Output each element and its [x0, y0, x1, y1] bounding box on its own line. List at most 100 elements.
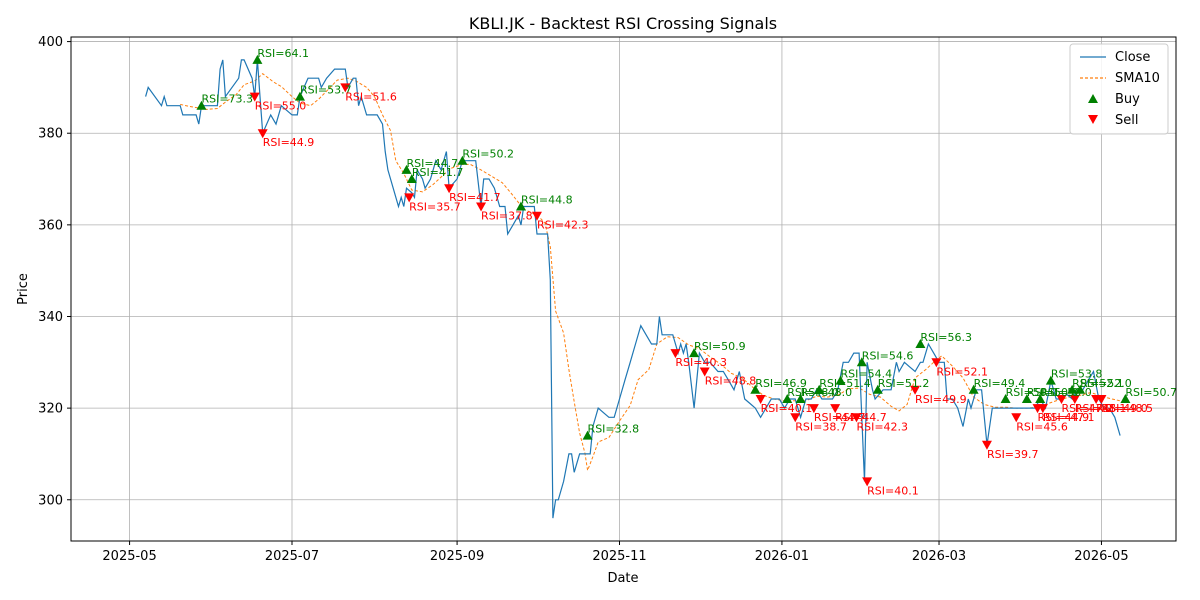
x-tick-label: 2026-03	[912, 549, 966, 564]
buy-marker	[294, 91, 305, 101]
x-tick-label: 2026-05	[1074, 549, 1128, 564]
sell-signal-label: RSI=44.7	[835, 411, 887, 424]
sell-marker	[476, 202, 487, 212]
buy-signal-label: RSI=53.8	[1051, 368, 1103, 381]
sell-marker	[862, 477, 873, 487]
buy-marker	[915, 338, 926, 348]
sell-marker	[790, 413, 801, 423]
sell-signal-label: RSI=40.1	[761, 402, 813, 415]
buy-signal-label: RSI=73.3	[201, 93, 253, 106]
sell-signal-label: RSI=55.0	[255, 100, 307, 113]
buy-signal-label: RSI=50.2	[462, 148, 514, 161]
y-tick-label: 360	[38, 218, 63, 233]
legend-close-label: Close	[1115, 50, 1150, 65]
sell-signal-label: RSI=44.9	[1038, 411, 1090, 424]
axes-frame	[70, 36, 1177, 542]
buy-signal-label: RSI=51.2	[878, 377, 930, 390]
x-tick-label: 2025-05	[102, 549, 156, 564]
buy-marker	[872, 384, 883, 394]
series-line-sma	[180, 73, 1121, 473]
buy-signal-label: RSI=50.7	[1125, 386, 1177, 399]
sell-signal-label: RSI=39.7	[987, 448, 1039, 461]
buy-signal-label: RSI=50.9	[694, 340, 746, 353]
sell-marker	[830, 404, 841, 414]
x-tick-label: 2025-11	[592, 549, 646, 564]
sell-signal-label: RSI=37.8	[481, 210, 533, 223]
buy-signal-label: RSI=50.0	[1040, 386, 1092, 399]
buy-marker	[689, 348, 700, 358]
legend-sell-label: Sell	[1115, 113, 1138, 128]
y-tick-label: 400	[38, 35, 63, 50]
x-tick-label: 2025-09	[430, 549, 484, 564]
legend-sell-marker	[1088, 115, 1098, 124]
buy-signal-label: RSI=50.0	[1027, 386, 1079, 399]
sell-marker	[910, 385, 921, 395]
buy-marker	[1035, 393, 1046, 403]
buy-signal-label: RSI=44.8	[521, 194, 573, 207]
sell-signal-label: RSI=49.9	[915, 393, 967, 406]
buy-marker	[750, 384, 761, 394]
sell-marker	[981, 440, 992, 450]
sell-marker	[755, 394, 766, 404]
buy-signal-label: RSI=51.4	[819, 377, 871, 390]
x-tick-label: 2026-01	[755, 549, 809, 564]
buy-signal-label: RSI=52.1	[1072, 377, 1124, 390]
buy-signal-label: RSI=64.1	[257, 47, 309, 60]
sell-marker	[808, 404, 819, 414]
buy-marker	[782, 393, 793, 403]
x-tick-label: 2025-07	[265, 549, 319, 564]
buy-marker	[1075, 384, 1086, 394]
sell-signal-label: RSI=42.3	[856, 420, 908, 433]
sell-signal-label: RSI=40.1	[867, 484, 919, 497]
legend-buy-label: Buy	[1115, 92, 1140, 107]
sell-signal-label: RSI=51.6	[345, 90, 397, 103]
sell-marker	[699, 367, 710, 377]
buy-signal-label: RSI=53.7	[300, 84, 352, 97]
buy-signal-label: RSI=54.6	[862, 349, 914, 362]
legend: Close SMA10 Buy Sell	[1069, 43, 1169, 135]
buy-marker	[252, 54, 263, 64]
grid-lines	[71, 37, 1176, 541]
sell-signal-label: RSI=44.7	[814, 411, 866, 424]
buy-marker	[1045, 375, 1056, 385]
sell-marker	[340, 83, 351, 93]
sell-signal-label: RSI=38.7	[795, 420, 847, 433]
sell-marker	[531, 211, 542, 221]
sell-marker	[1037, 404, 1048, 414]
x-axis-ticks: 2025-05 2025-07 2025-09 2025-11 2026-01 2026-…	[102, 541, 1129, 564]
buy-marker	[795, 393, 806, 403]
buy-marker	[968, 384, 979, 394]
sell-marker	[1056, 394, 1067, 404]
y-tick-label: 380	[38, 127, 63, 142]
sell-signal-label: RSI=49.0	[1096, 402, 1148, 415]
buy-marker	[196, 100, 207, 110]
buy-signal-label: RSI=48.0	[787, 386, 839, 399]
sell-marker	[670, 349, 681, 359]
buy-signal-label: RSI=54.4	[841, 368, 893, 381]
buy-signal-label: RSI=56.3	[920, 331, 972, 344]
buy-marker	[856, 357, 867, 367]
buy-signal-label: RSI=52.0	[1080, 377, 1132, 390]
buy-marker	[814, 384, 825, 394]
y-tick-label: 300	[38, 493, 63, 508]
y-tick-label: 340	[38, 310, 63, 325]
buy-marker	[401, 164, 412, 174]
sell-signal-label: RSI=48.8	[705, 374, 757, 387]
chart-title: KBLI.JK - Backtest RSI Crossing Signals	[469, 14, 777, 33]
sell-marker	[1096, 394, 1107, 404]
sell-signal-label: RSI=45.6	[1016, 420, 1068, 433]
legend-buy-marker	[1088, 94, 1098, 103]
buy-signal-label: RSI=48.0	[801, 386, 853, 399]
buy-marker	[1120, 393, 1131, 403]
buy-marker	[1067, 384, 1078, 394]
sell-signal-label: RSI=47.1	[1043, 411, 1095, 424]
sell-marker	[404, 193, 415, 203]
sell-signal-label: RSI=52.1	[936, 365, 988, 378]
sell-signal-label: RSI=44.9	[263, 136, 315, 149]
legend-sma-label: SMA10	[1115, 71, 1160, 86]
sell-marker	[931, 358, 942, 368]
buy-signal-label: RSI=41.7	[412, 166, 464, 179]
signal-labels: RSI=73.3RSI=64.1RSI=53.7RSI=44.7RSI=41.7…	[201, 47, 1177, 498]
buy-signal-label: RSI=44.7	[406, 157, 458, 170]
